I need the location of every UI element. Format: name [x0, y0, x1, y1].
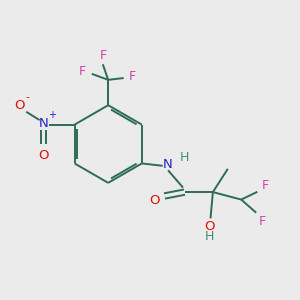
- Text: H: H: [205, 230, 214, 243]
- Text: F: F: [259, 215, 266, 228]
- Text: +: +: [48, 110, 56, 120]
- Text: O: O: [14, 99, 25, 112]
- Text: F: F: [78, 65, 85, 78]
- Text: F: F: [262, 179, 269, 192]
- Text: -: -: [25, 92, 29, 102]
- Text: O: O: [205, 220, 215, 233]
- Text: N: N: [38, 117, 48, 130]
- Text: O: O: [38, 148, 49, 162]
- Text: O: O: [149, 194, 160, 207]
- Text: F: F: [99, 49, 106, 62]
- Text: H: H: [180, 151, 189, 164]
- Text: N: N: [163, 158, 173, 171]
- Text: F: F: [129, 70, 136, 83]
